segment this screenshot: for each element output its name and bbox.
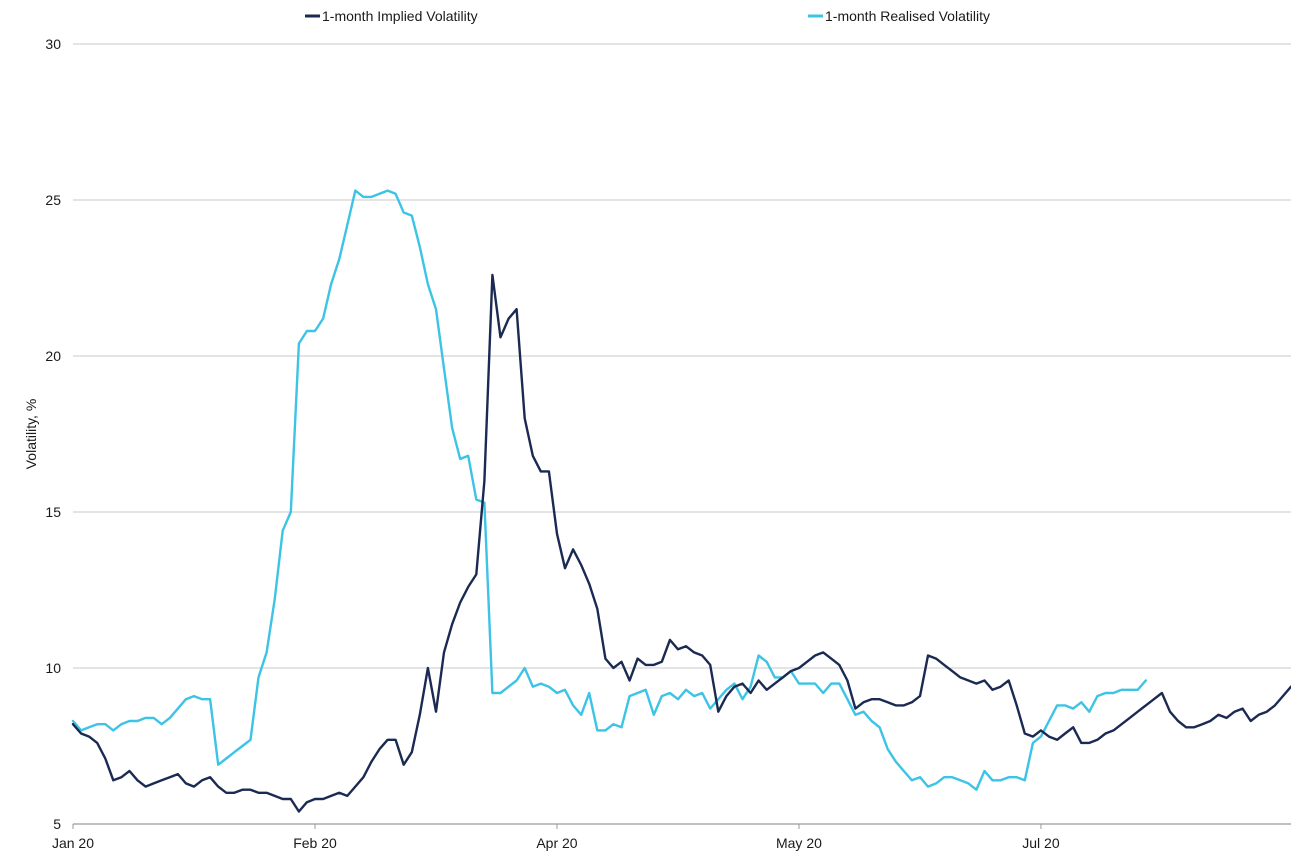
y-tick-label: 30	[45, 36, 61, 52]
x-tick-label: Apr 20	[536, 835, 577, 851]
series-line-implied-volatility	[71, 273, 1291, 813]
series-line-realised-volatility	[71, 189, 1147, 791]
legend: 1-month Implied Volatility 1-month Reali…	[305, 8, 990, 24]
y-tick-label: 10	[45, 660, 61, 676]
x-tick-label: Jan 20	[52, 835, 94, 851]
y-axis-title: Volatility, %	[23, 399, 39, 470]
legend-label-realised: 1-month Realised Volatility	[825, 8, 990, 24]
y-tick-label: 25	[45, 192, 61, 208]
y-tick-label: 20	[45, 348, 61, 364]
y-tick-label: 5	[53, 816, 61, 832]
y-tick-label: 15	[45, 504, 61, 520]
x-tick-label: Jul 20	[1022, 835, 1060, 851]
x-tick-label: May 20	[776, 835, 822, 851]
x-tick-label: Feb 20	[293, 835, 337, 851]
gridlines	[73, 43, 1291, 825]
legend-label-implied: 1-month Implied Volatility	[322, 8, 478, 24]
series-lines	[71, 189, 1291, 813]
axes: 5 10 15 20 25 30 Jan 20 Feb 20 Apr 20 May 20 Jul 2…	[45, 36, 1059, 851]
